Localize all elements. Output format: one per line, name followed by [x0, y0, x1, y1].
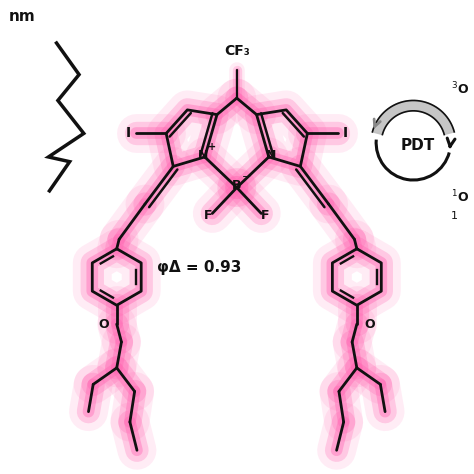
Text: F: F: [261, 210, 269, 222]
Text: φΔ = 0.93: φΔ = 0.93: [157, 260, 241, 275]
Text: −: −: [242, 172, 251, 182]
Text: N: N: [265, 148, 276, 162]
Text: F: F: [204, 210, 213, 222]
Text: +: +: [208, 142, 216, 152]
Text: nm: nm: [9, 9, 35, 24]
Text: O: O: [365, 318, 375, 330]
Polygon shape: [373, 100, 454, 135]
Text: $^3$O: $^3$O: [451, 81, 469, 97]
Text: $^1$O: $^1$O: [451, 189, 469, 205]
Text: O: O: [98, 318, 109, 330]
Text: N: N: [198, 148, 208, 162]
Text: B: B: [232, 179, 242, 192]
Text: PDT: PDT: [401, 137, 435, 153]
Text: I: I: [126, 127, 131, 140]
Text: 1: 1: [451, 211, 458, 221]
Text: CF₃: CF₃: [224, 44, 250, 58]
Text: I: I: [343, 127, 348, 140]
